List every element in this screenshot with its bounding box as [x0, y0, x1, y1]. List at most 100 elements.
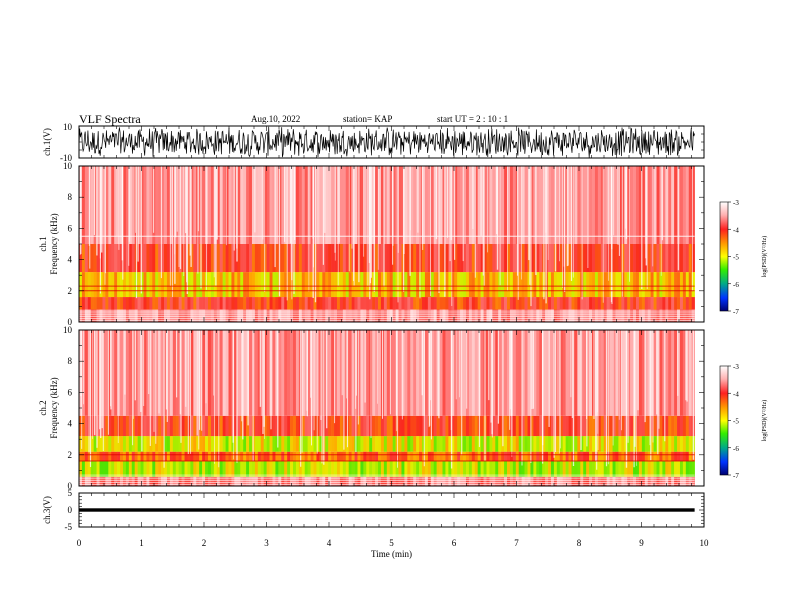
spectrogram-cell [149, 244, 153, 273]
spectrogram-cell [354, 166, 358, 244]
spectrogram-cell [184, 309, 188, 322]
spectrogram-cell [84, 330, 89, 416]
spectrogram-cell [668, 436, 672, 452]
spectrogram-cell [240, 166, 244, 244]
spectrogram-cell [210, 476, 215, 486]
spectrogram-cell [93, 309, 97, 322]
spectrogram-cell [128, 330, 133, 416]
spectrogram-cell [556, 272, 561, 298]
spectrogram-cell [122, 436, 127, 452]
spectrogram-cell [372, 330, 376, 416]
spectrogram-cell [668, 297, 672, 310]
spectrogram-cell [301, 330, 306, 416]
spectrogram-cell [592, 451, 596, 462]
spectrogram-cell [392, 272, 396, 298]
spectrogram-cell [539, 244, 543, 273]
spectrogram-cell [134, 461, 138, 477]
spectrogram-cell [492, 272, 496, 298]
spectrogram-cell [498, 415, 502, 437]
spectrogram-cell [293, 272, 297, 298]
spectrogram-cell [407, 330, 411, 416]
spectrogram-cell [419, 309, 423, 322]
spectrogram-cell [117, 436, 121, 452]
spectrogram-cell [146, 436, 150, 452]
spectrogram-cell [612, 415, 616, 437]
spectrogram-cell [471, 166, 476, 244]
spectrogram-cell [290, 451, 294, 462]
spectrogram-cell [266, 244, 270, 273]
spectrogram-cell [175, 476, 179, 486]
spectrogram-cell [395, 309, 399, 322]
spectrogram-cell [580, 476, 584, 486]
spectrogram-cell [597, 166, 602, 244]
spectrogram-cell [539, 415, 543, 437]
spectrogram-cell [120, 461, 124, 477]
spectrogram-cell [436, 415, 440, 437]
spectrogram-cell [281, 436, 285, 452]
spectrogram-cell [90, 436, 94, 452]
spectrogram-cell [231, 476, 235, 486]
spectrogram-cell [260, 476, 264, 486]
spectrogram-cell [293, 330, 297, 416]
spectrogram-cell [656, 272, 660, 298]
spectrogram-cell [205, 436, 209, 452]
spectrogram-cell [243, 166, 247, 244]
spectrogram-cell [158, 451, 162, 462]
spectrogram-cell [451, 309, 455, 322]
spectrogram-cell [430, 297, 435, 310]
spectrogram-cell [383, 244, 388, 273]
spectrogram-cell [644, 309, 649, 322]
spectrogram-cell [545, 415, 549, 437]
spectrogram-cell [489, 436, 493, 452]
spectrogram-cell [260, 436, 264, 452]
spectrogram-cell [331, 461, 335, 477]
spectrogram-cell [530, 244, 534, 273]
spectrogram-cell [386, 309, 391, 322]
spectrogram-cell [603, 436, 607, 452]
spectrogram-cell [524, 297, 528, 310]
spectrogram-cell [284, 166, 288, 244]
spectrogram-cell [339, 461, 344, 477]
spectrogram-cell [463, 272, 467, 298]
spectrogram-cell [630, 166, 634, 244]
spectrogram-cell [166, 297, 171, 310]
spectrogram-ytick-label: 0 [68, 317, 73, 327]
spectrogram-cell [615, 436, 619, 452]
spectrogram-cell [442, 451, 446, 462]
spectrogram-cell [231, 166, 235, 244]
spectrogram-cell [81, 461, 86, 477]
spectrogram-cell [164, 297, 168, 310]
spectrogram-cell [363, 451, 367, 462]
spectrogram-cell [589, 244, 593, 273]
spectrogram-cell [688, 415, 692, 437]
spectrogram-cell [574, 330, 578, 416]
spectrogram-cell [175, 436, 179, 452]
spectrogram-cell [331, 436, 335, 452]
spectrogram-cell [84, 436, 89, 452]
spectrogram-cell [454, 436, 458, 452]
spectrogram-cell [114, 436, 118, 452]
spectrogram-cell [128, 272, 133, 298]
spectrogram-cell [533, 309, 537, 322]
spectrogram-cell [615, 451, 619, 462]
spectrogram-cell [489, 272, 493, 298]
spectrogram-cell [372, 451, 376, 462]
spectrogram-cell [243, 436, 247, 452]
spectrogram-cell [530, 166, 534, 244]
spectrogram-cell [433, 244, 437, 273]
spectrogram-cell [489, 451, 493, 462]
spectrogram-cell [284, 461, 288, 477]
spectrogram-cell [679, 415, 684, 437]
spectrogram-cell [486, 461, 490, 477]
spectrogram-cell [465, 166, 470, 244]
spectrogram-cell [451, 461, 455, 477]
spectrogram-cell [621, 451, 625, 462]
spectrogram-cell [445, 297, 449, 310]
spectrogram-cell [378, 166, 382, 244]
spectrogram-cell [392, 461, 396, 477]
spectrogram-cell [539, 166, 543, 244]
spectrogram-cell [301, 436, 306, 452]
spectrogram-cell [662, 330, 666, 416]
spectrogram-cell [498, 297, 502, 310]
spectrogram-cell [81, 272, 86, 298]
